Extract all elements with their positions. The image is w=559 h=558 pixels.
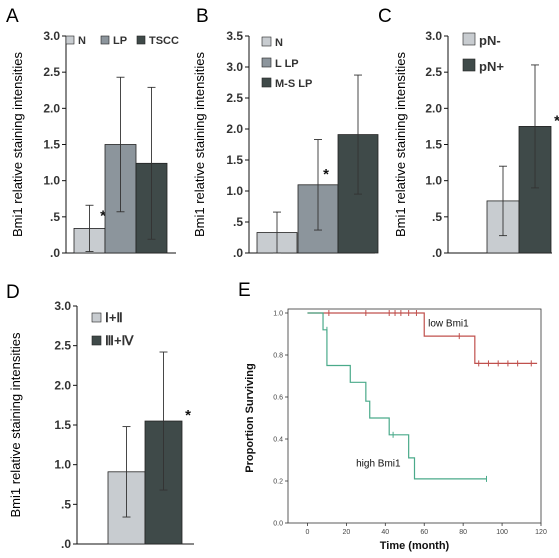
y-tick-label-c: 2.5 xyxy=(425,65,442,79)
legend-swatch-c xyxy=(462,58,476,72)
y-tick-label-b: .5 xyxy=(233,215,243,229)
y-tick-label-a: 2.5 xyxy=(43,65,60,79)
y-axis-label-b: Bmi1 relative staining intensities xyxy=(192,52,207,237)
significance-star-d: * xyxy=(185,407,191,424)
x-tick-label-e: 20 xyxy=(342,529,350,536)
legend-label-a: TSCC xyxy=(149,35,179,47)
legend-swatch-b xyxy=(261,77,272,88)
legend-swatch-d xyxy=(91,335,102,346)
legend-label-b: L LP xyxy=(275,58,299,70)
y-tick-label-b: 3.0 xyxy=(226,60,243,74)
legend-swatch-a xyxy=(136,35,146,45)
significance-star-b: * xyxy=(323,166,329,183)
x-tick-label-e: 40 xyxy=(381,529,389,536)
y-axis-label-e: Proportion Surviving xyxy=(244,363,256,472)
curve-label-high: high Bmi1 xyxy=(356,458,401,469)
y-axis-label-d: Bmi1 relative staining intensities xyxy=(8,332,23,517)
survival-curve-low xyxy=(307,312,538,364)
y-tick-label-b: 2.5 xyxy=(226,91,243,105)
y-tick-label-c: 1.0 xyxy=(425,174,442,188)
panel-letter-a: A xyxy=(6,6,19,27)
y-tick-label-a: 1.0 xyxy=(43,174,60,188)
panel-letter-b: B xyxy=(196,6,209,27)
panel-letter-c: C xyxy=(378,6,392,27)
legend-label-c: pN- xyxy=(479,33,501,48)
y-tick-label-e: 0.0 xyxy=(273,521,283,528)
y-tick-label-c: .5 xyxy=(432,210,442,224)
curve-label-low: low Bmi1 xyxy=(428,319,469,330)
legend-label-a: LP xyxy=(113,35,127,47)
y-axis-label-a: Bmi1 relative staining intensities xyxy=(10,52,25,237)
legend-swatch-a xyxy=(100,35,110,45)
y-tick-label-e: 0.2 xyxy=(273,479,283,486)
y-tick-label-c: 1.5 xyxy=(425,138,442,152)
y-tick-label-a: 1.5 xyxy=(43,138,60,152)
legend-swatch-b xyxy=(261,36,272,47)
y-tick-label-c: .0 xyxy=(432,246,442,260)
legend-label-a: N xyxy=(78,35,86,47)
y-tick-label-a: 2.0 xyxy=(43,101,60,115)
x-tick-label-e: 100 xyxy=(496,529,508,536)
y-tick-label-d: 2.0 xyxy=(54,378,71,392)
plot-frame-e xyxy=(287,308,542,524)
y-tick-label-c: 2.0 xyxy=(425,101,442,115)
y-axis-label-c: Bmi1 relative staining intensities xyxy=(393,52,408,237)
bar-chart-c: .0 .5 1.0 1.5 2.0 2.5 3.0 Bmi1 relative stainin… xyxy=(393,29,559,260)
bar-chart-d: .0 .5 1.0 1.5 2.0 2.5 3.0 Bmi1 relative stainin… xyxy=(8,299,194,551)
y-tick-label-d: 1.0 xyxy=(54,458,71,472)
y-tick-label-b: 3.5 xyxy=(226,29,243,43)
y-tick-label-b: .0 xyxy=(233,246,243,260)
legend-label-d: Ⅰ+Ⅱ xyxy=(105,310,123,325)
legend-swatch-c xyxy=(462,32,476,46)
y-tick-label-a: 3.0 xyxy=(43,29,60,43)
legend-swatch-a xyxy=(65,35,75,45)
y-tick-label-a: .0 xyxy=(50,246,60,260)
panel-letter-d: D xyxy=(6,282,20,303)
x-tick-label-e: 60 xyxy=(420,529,428,536)
y-tick-label-b: 1.5 xyxy=(226,153,243,167)
legend-label-b: N xyxy=(275,37,283,49)
legend-label-c: pN+ xyxy=(479,59,504,74)
y-tick-label-b: 2.0 xyxy=(226,122,243,136)
y-tick-label-d: .5 xyxy=(61,497,71,511)
y-tick-label-d: .0 xyxy=(61,537,71,551)
panel-letter-e: E xyxy=(238,280,251,301)
y-tick-label-a: .5 xyxy=(50,210,60,224)
bar-chart-b: .0 .5 1.0 1.5 2.0 2.5 3.0 3.5 Bmi1 relative stai… xyxy=(192,29,379,260)
y-tick-label-e: 0.6 xyxy=(273,395,283,402)
x-tick-label-e: 80 xyxy=(459,529,467,536)
y-tick-label-b: 1.0 xyxy=(226,184,243,198)
y-tick-label-d: 3.0 xyxy=(54,299,71,313)
y-tick-label-c: 3.0 xyxy=(425,29,442,43)
bar-chart-a: .0 .5 1.0 1.5 2.0 2.5 3.0 Bmi1 relative stainin… xyxy=(10,29,179,260)
y-tick-label-d: 2.5 xyxy=(54,339,71,353)
legend-label-b: M-S LP xyxy=(275,78,312,90)
survival-curve-high xyxy=(307,312,487,480)
y-tick-label-e: 1.0 xyxy=(273,311,283,318)
y-tick-label-d: 1.5 xyxy=(54,418,71,432)
significance-star-c: * xyxy=(554,112,559,129)
legend-swatch-d xyxy=(91,312,102,323)
survival-chart-e: 0 20 40 60 80 100 120 0.0 0.2 0.4 0.6 0.8 1.0 Time (m… xyxy=(244,308,547,552)
legend-swatch-b xyxy=(261,57,272,68)
y-tick-label-e: 0.8 xyxy=(273,353,283,360)
x-axis-label-e: Time (month) xyxy=(380,540,450,552)
legend-label-d: Ⅲ+Ⅳ xyxy=(105,333,135,348)
y-tick-label-e: 0.4 xyxy=(273,437,283,444)
significance-star-a: * xyxy=(100,207,106,224)
x-tick-label-e: 120 xyxy=(535,529,547,536)
x-tick-label-e: 0 xyxy=(306,529,310,536)
